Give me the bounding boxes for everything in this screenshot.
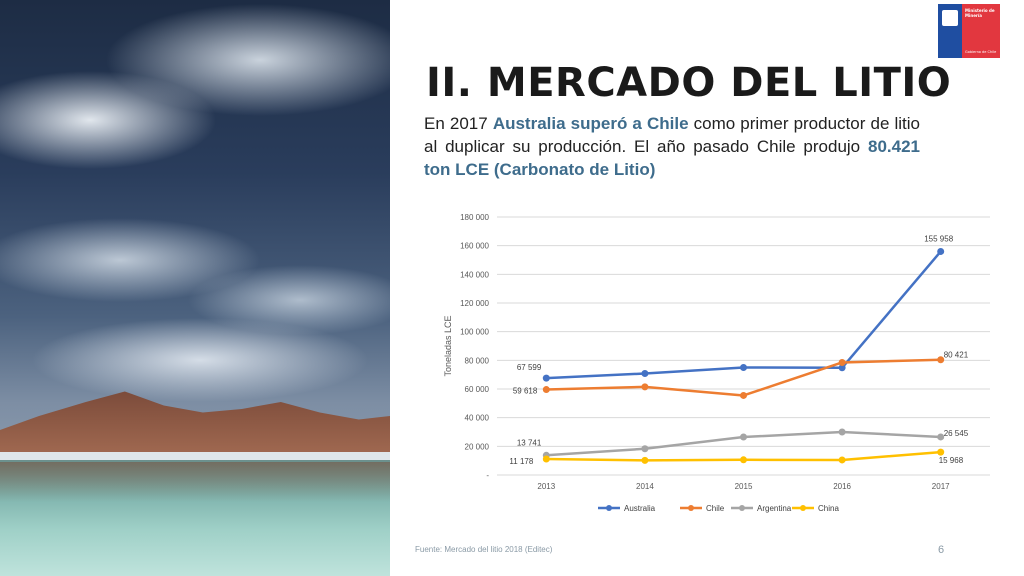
legend-marker-australia [606,505,612,511]
slide-paragraph: En 2017 Australia superó a Chile como pr… [424,112,920,181]
water-reflection [0,462,390,502]
page-number: 6 [938,544,945,556]
legend-marker-chile [688,505,694,511]
data-point-argentina [937,433,945,441]
lithium-production-chart: - 20 000 40 000 60 000 80 000 100 000 120 000 1… [443,213,990,513]
data-point-chile [542,386,550,394]
y-tick-label: 180 000 [460,213,489,222]
x-tick-label: 2013 [537,482,555,491]
data-label-australia: 155 958 [924,234,953,243]
data-label-argentina: 26 545 [944,429,969,438]
y-tick-label: 40 000 [465,414,490,423]
paragraph-highlight-1: Australia superó a Chile [492,114,689,133]
legend-marker-argentina [739,505,745,511]
y-tick-label: 20 000 [465,442,490,451]
data-point-australia [937,247,945,255]
logo-red-band [962,4,1000,58]
data-point-chile [740,391,747,399]
x-tick-label: 2016 [833,482,851,491]
data-label-china: 15 968 [939,456,964,465]
landscape-photo [0,0,390,576]
y-tick-label: 160 000 [460,242,489,251]
data-point-china [641,456,649,464]
y-tick-label: 100 000 [460,328,489,337]
legend-label-australia: Australia [624,504,656,513]
salt-flat [0,452,390,460]
y-tick-label: 140 000 [460,270,489,279]
data-label-australia: 67 599 [517,363,542,372]
coat-of-arms-icon [942,10,958,26]
logo-ministry-text: Ministerio de Minería [965,8,995,18]
data-point-china [542,455,550,463]
legend-marker-china [800,505,806,511]
data-label-chile: 80 421 [944,351,969,360]
data-point-argentina [740,433,747,441]
data-point-china [838,456,846,464]
source-footer: Fuente: Mercado del litio 2018 (Editec) [415,545,553,554]
data-label-china: 11 178 [509,457,533,466]
data-label-chile: 59 618 [513,387,538,396]
data-point-australia [740,364,747,371]
data-point-chile [641,383,649,391]
data-point-australia [542,374,550,382]
x-tick-label: 2015 [735,482,753,491]
paragraph-text-1: En 2017 [424,114,493,133]
data-point-chile [937,356,945,364]
logo-government-text: Gobierno de Chile [965,50,997,54]
x-tick-label: 2014 [636,482,654,491]
series-line-australia [546,250,942,380]
y-tick-label: 60 000 [465,385,490,394]
data-point-chile [838,358,846,366]
legend-label-chile: Chile [706,504,725,513]
legend-label-china: China [818,504,839,513]
data-label-argentina: 13 741 [517,438,542,447]
mountains [0,391,390,458]
data-point-argentina [641,445,649,453]
y-tick-label: 120 000 [460,299,489,308]
paragraph-highlight-2: 80.421 ton LCE (Carbonato de Litio) [424,137,920,179]
y-tick-label: 80 000 [465,356,490,365]
y-axis-label: Toneladas LCE [443,315,453,376]
legend-label-argentina: Argentina [757,504,792,513]
data-point-china [740,456,747,464]
slide-title: II. MERCADO DEL LITIO [426,60,952,106]
data-point-china [937,448,945,456]
paragraph-text-2: como primer productor de litio al duplic… [424,114,920,156]
data-point-australia [641,370,649,378]
ministry-logo: Ministerio de Minería Gobierno de Chile [938,4,1000,58]
x-tick-label: 2017 [932,482,950,491]
y-tick-label: - [486,471,489,480]
data-point-australia [838,364,846,372]
data-point-argentina [838,428,846,436]
